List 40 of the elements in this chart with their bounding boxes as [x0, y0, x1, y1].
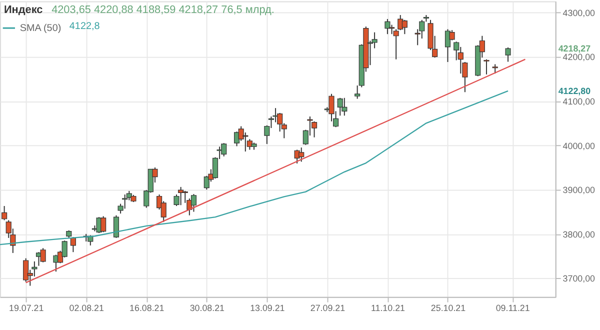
- x-tick-label: 16.08.21: [130, 303, 164, 314]
- legend-label: SMA (50): [20, 23, 62, 34]
- candlestick: [221, 142, 227, 157]
- text: 4218,27: [558, 44, 591, 54]
- annotation: 4122,8: [69, 21, 100, 32]
- candlestick: [2, 206, 8, 221]
- x-tick-label: 13.09.21: [250, 303, 285, 314]
- candlestick: [444, 28, 451, 63]
- y-tick-label: 3700,00: [562, 274, 596, 284]
- candlestick: [23, 258, 29, 282]
- candlestick: [342, 97, 348, 116]
- text: 4122,80: [558, 86, 591, 96]
- y-tick-label: 4100,00: [562, 96, 596, 106]
- candlestick: [388, 24, 395, 35]
- y-tick-label: 4200,00: [562, 52, 596, 62]
- x-tick-label: 19.07.21: [8, 303, 44, 314]
- candlestick: [298, 147, 304, 162]
- candlestick: [384, 18, 390, 35]
- x-tick-label: 11.10.21: [370, 303, 406, 314]
- x-tick-label: 30.08.21: [190, 303, 225, 314]
- x-tick-label: 27.09.21: [310, 303, 346, 314]
- x-tick-label: 09.11.21: [496, 303, 530, 314]
- candlestick: [32, 260, 38, 277]
- y-tick-label: 3800,00: [562, 229, 596, 240]
- candlestick: [402, 19, 408, 35]
- candlestick: [242, 132, 248, 152]
- chart-subtitle: 4203,65 4220,88 4188,59 4218,27 76,5 млрд.: [52, 4, 274, 16]
- line-series: [0, 90, 509, 246]
- candlestick: [113, 214, 120, 238]
- candlestick: [505, 46, 511, 62]
- chart-title: Индекс: [4, 4, 43, 16]
- y-tick-label: 4000,00: [562, 140, 596, 151]
- x-tick-label: 25.10.21: [430, 303, 466, 314]
- candlestick: [484, 58, 490, 75]
- y-tick-label: 3900,00: [562, 185, 596, 196]
- candlestick: [40, 248, 46, 263]
- candlestick: [190, 194, 197, 212]
- y-tick-label: 4300,00: [562, 8, 596, 18]
- x-tick-label: 02.08.21: [69, 303, 104, 314]
- candlestick: [337, 97, 343, 116]
